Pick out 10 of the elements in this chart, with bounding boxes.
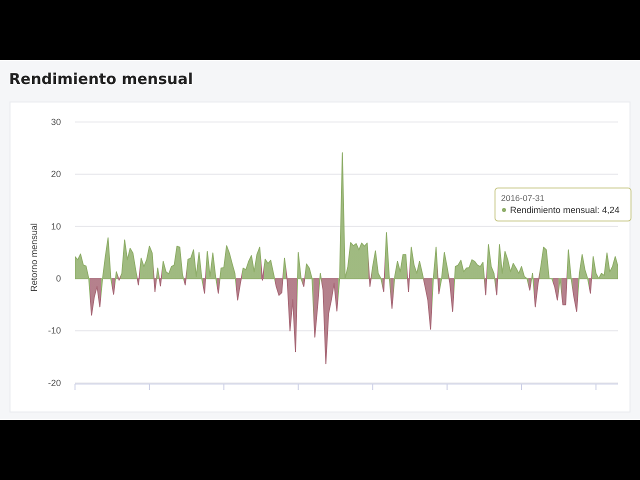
- y-tick-label: -10: [48, 326, 61, 336]
- chart-title: Rendimiento mensual: [9, 70, 193, 88]
- y-tick-label: 20: [50, 169, 61, 180]
- y-tick-label: -20: [48, 378, 61, 388]
- annotation: 2016-07-31: [501, 193, 545, 203]
- y-tick-label: 30: [50, 116, 61, 127]
- y-tick-label: 0: [56, 273, 61, 284]
- annotation: Rendimiento mensual: 4,24: [510, 205, 620, 215]
- y-axis-title: Retorno mensual: [29, 223, 39, 292]
- y-tick-label: 10: [50, 221, 61, 232]
